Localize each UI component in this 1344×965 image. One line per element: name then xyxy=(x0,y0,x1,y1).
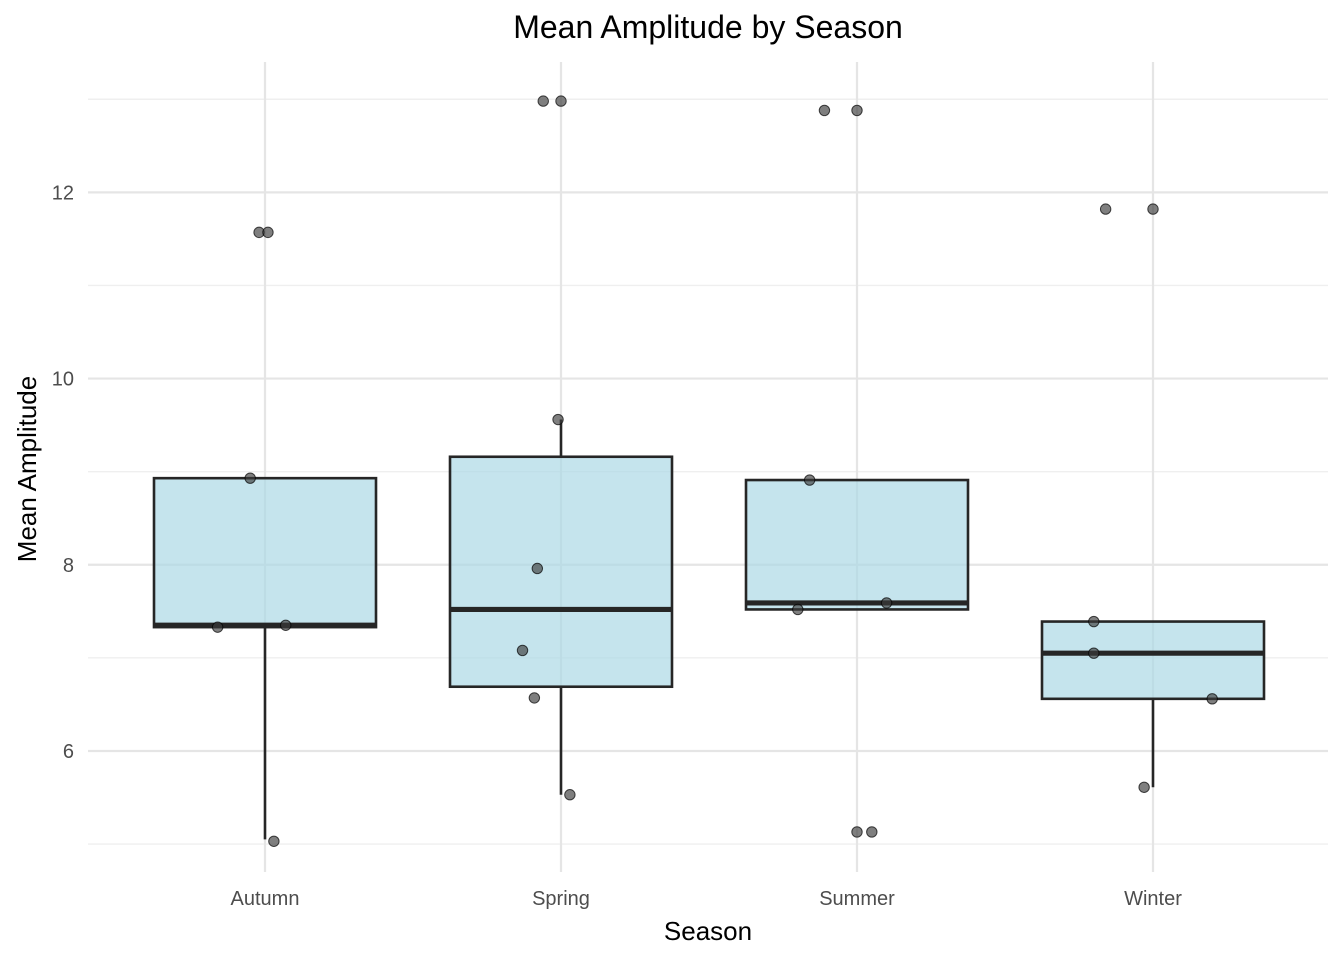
data-point xyxy=(1099,203,1112,215)
data-point xyxy=(531,562,544,575)
chart-title: Mean Amplitude by Season xyxy=(513,9,903,45)
data-point xyxy=(818,104,831,117)
y-tick-label: 10 xyxy=(52,369,74,391)
data-point xyxy=(516,644,529,657)
data-point xyxy=(851,826,863,838)
data-point xyxy=(866,826,878,838)
data-point xyxy=(564,789,576,801)
data-point xyxy=(803,474,816,486)
label-layer: 6 8 10 12 Autumn Spring Summer Winter xyxy=(52,182,1182,910)
data-point xyxy=(211,621,224,633)
data-point xyxy=(244,472,256,484)
box-iqr xyxy=(152,476,378,629)
data-point xyxy=(1147,203,1159,215)
data-point xyxy=(555,95,567,107)
data-point xyxy=(528,692,541,704)
grid-layer xyxy=(88,62,1328,872)
y-tick-label: 8 xyxy=(63,555,74,577)
data-point xyxy=(268,835,280,847)
data-point xyxy=(880,597,893,609)
x-tick-label: Summer xyxy=(819,888,895,910)
x-tick-label: Winter xyxy=(1124,888,1182,910)
data-point xyxy=(792,603,804,616)
data-point xyxy=(851,104,863,117)
data-point xyxy=(1088,615,1100,628)
box-iqr xyxy=(744,478,970,611)
y-tick-label: 12 xyxy=(52,182,74,204)
x-axis-title: Season xyxy=(664,916,752,946)
y-axis-title: Mean Amplitude xyxy=(12,376,42,562)
data-point xyxy=(552,413,564,426)
data-point xyxy=(280,619,292,631)
y-tick-label: 6 xyxy=(63,741,74,763)
data-point xyxy=(537,95,549,107)
point-layer xyxy=(211,95,1218,847)
x-tick-label: Autumn xyxy=(231,888,300,910)
x-tick-label: Spring xyxy=(532,888,590,910)
box-layer xyxy=(152,419,1266,840)
data-point xyxy=(262,226,274,239)
box-iqr xyxy=(1040,620,1266,701)
data-point xyxy=(1206,693,1218,705)
data-point xyxy=(1138,781,1150,793)
data-point xyxy=(1088,647,1100,659)
box-iqr xyxy=(448,455,674,689)
